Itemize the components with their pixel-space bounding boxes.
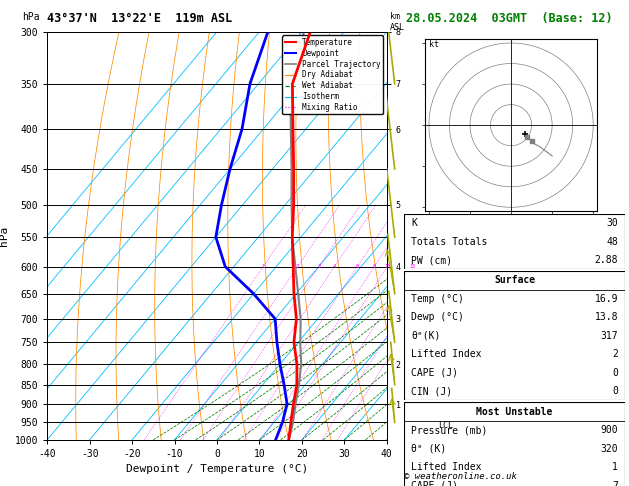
Text: © weatheronline.co.uk: © weatheronline.co.uk [404, 472, 517, 481]
X-axis label: Dewpoint / Temperature (°C): Dewpoint / Temperature (°C) [126, 465, 308, 474]
Text: 2.88: 2.88 [594, 255, 618, 265]
Text: 4: 4 [333, 264, 336, 269]
Text: Totals Totals: Totals Totals [411, 237, 487, 246]
Text: 43°37'N  13°22'E  119m ASL: 43°37'N 13°22'E 119m ASL [47, 12, 233, 25]
Text: 15: 15 [409, 264, 416, 269]
Text: 30: 30 [606, 218, 618, 228]
Text: 900: 900 [600, 425, 618, 435]
Text: 28.05.2024  03GMT  (Base: 12): 28.05.2024 03GMT (Base: 12) [406, 12, 612, 25]
Text: CAPE (J): CAPE (J) [411, 368, 458, 378]
Text: 8: 8 [372, 264, 376, 269]
Text: 7: 7 [612, 481, 618, 486]
Text: Surface: Surface [494, 276, 535, 285]
Text: 10: 10 [384, 264, 391, 269]
Text: 2: 2 [296, 264, 299, 269]
Text: CAPE (J): CAPE (J) [411, 481, 458, 486]
Text: CIN (J): CIN (J) [411, 386, 452, 396]
Text: Temp (°C): Temp (°C) [411, 294, 464, 304]
Text: 48: 48 [606, 237, 618, 246]
Text: km
ASL: km ASL [390, 12, 405, 32]
Text: 1: 1 [612, 462, 618, 472]
Text: PW (cm): PW (cm) [411, 255, 452, 265]
Text: 16.9: 16.9 [594, 294, 618, 304]
Text: 1: 1 [262, 264, 265, 269]
Text: 6: 6 [356, 264, 359, 269]
Text: Pressure (mb): Pressure (mb) [411, 425, 487, 435]
Text: 317: 317 [600, 331, 618, 341]
Text: θᵉ(K): θᵉ(K) [411, 331, 440, 341]
Text: Lifted Index: Lifted Index [411, 462, 482, 472]
Text: Lifted Index: Lifted Index [411, 349, 482, 359]
Text: 0: 0 [612, 368, 618, 378]
Text: LCL: LCL [438, 421, 453, 431]
Text: 13.8: 13.8 [594, 312, 618, 322]
Text: 0: 0 [612, 386, 618, 396]
Legend: Temperature, Dewpoint, Parcel Trajectory, Dry Adiabat, Wet Adiabat, Isotherm, Mi: Temperature, Dewpoint, Parcel Trajectory… [282, 35, 383, 114]
Text: hPa: hPa [22, 12, 40, 22]
Text: 3: 3 [317, 264, 321, 269]
Text: θᵉ (K): θᵉ (K) [411, 444, 447, 453]
Text: Dewp (°C): Dewp (°C) [411, 312, 464, 322]
Text: 2: 2 [612, 349, 618, 359]
Text: Most Unstable: Most Unstable [476, 407, 553, 417]
Text: 320: 320 [600, 444, 618, 453]
Text: kt: kt [429, 40, 439, 49]
Y-axis label: hPa: hPa [0, 226, 9, 246]
Text: K: K [411, 218, 417, 228]
